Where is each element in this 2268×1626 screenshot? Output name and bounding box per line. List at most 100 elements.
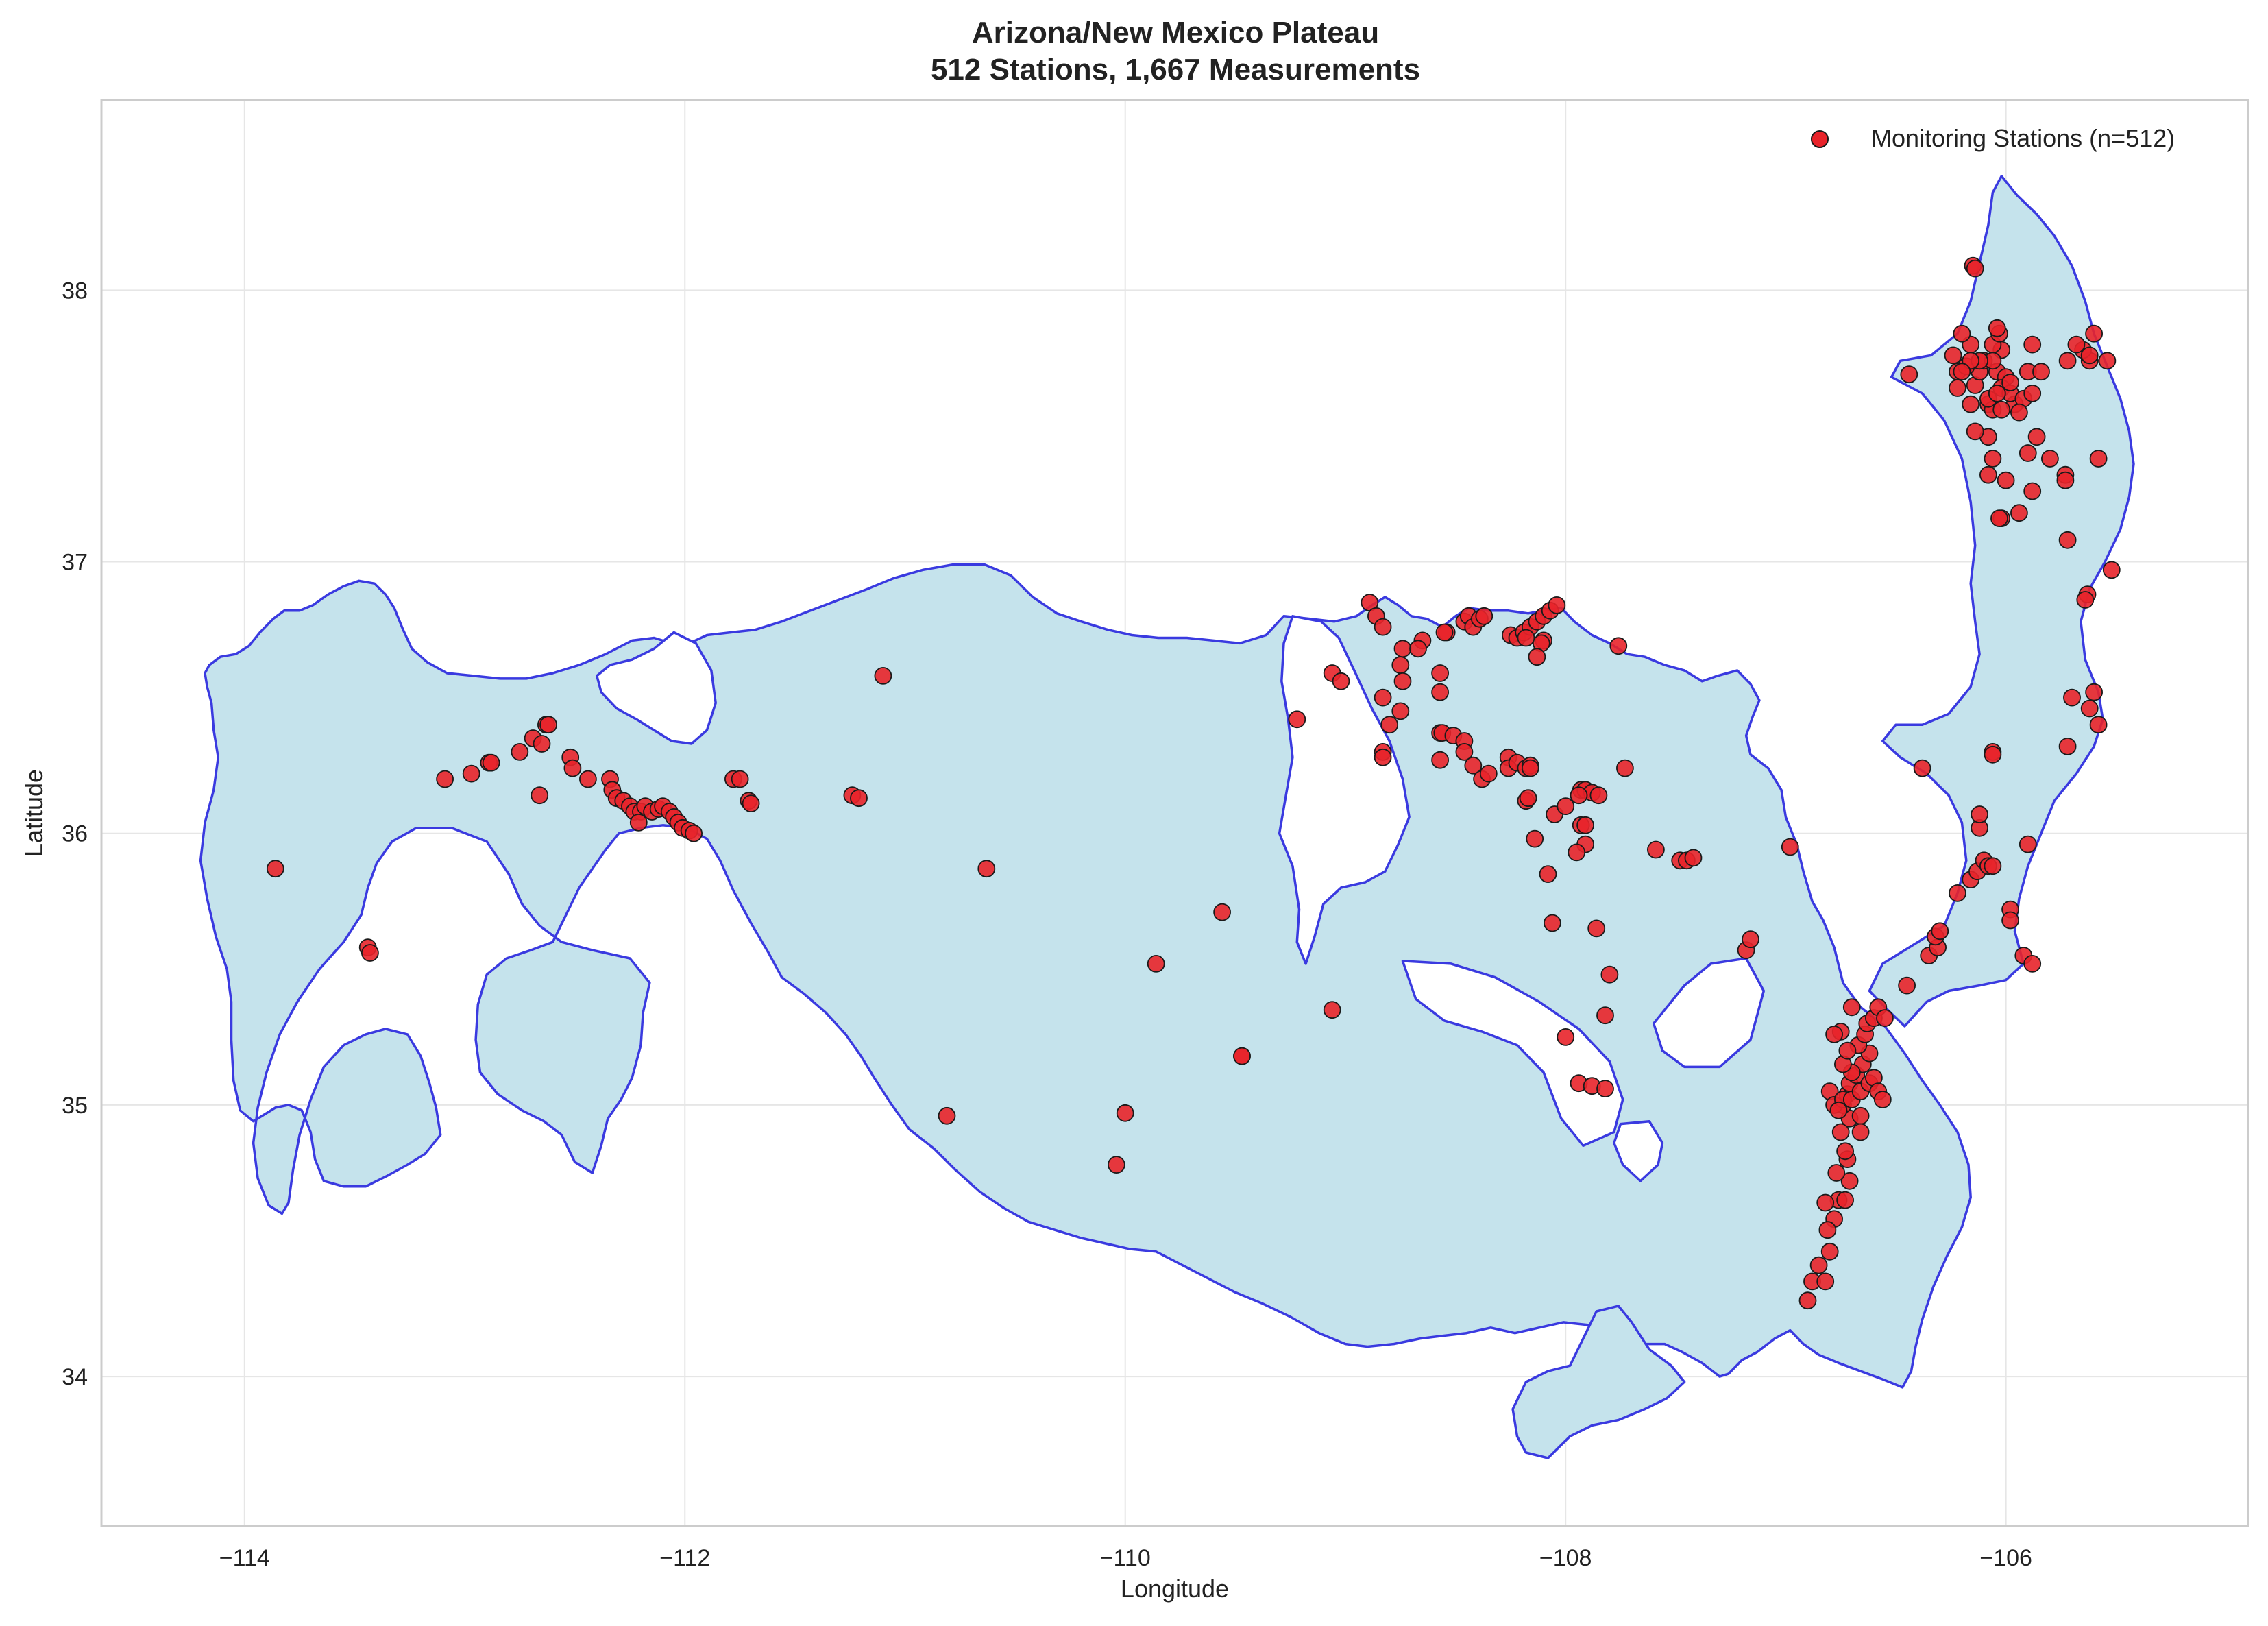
station-point-46	[1213, 903, 1231, 921]
station-point-258	[1992, 400, 2011, 419]
station-point-125	[1609, 637, 1628, 655]
station-point-4	[462, 764, 480, 783]
station-point-138	[1820, 1242, 1839, 1261]
station-point-177	[1851, 1123, 1870, 1141]
station-point-106	[1570, 786, 1588, 805]
x-axis-ticks: −114 −112 −110 −108 −106	[219, 1545, 2032, 1571]
station-point-118	[1587, 919, 1606, 938]
y-tick-label-3: 37	[62, 550, 88, 576]
station-point-203	[2080, 699, 2099, 718]
region-hole-2	[1401, 960, 1624, 1148]
station-point-202	[2063, 688, 2081, 707]
station-point-179	[1818, 1221, 1837, 1239]
station-point-166	[1829, 1101, 1848, 1119]
station-point-81	[1431, 751, 1450, 769]
station-point-57	[1380, 716, 1399, 734]
station-point-269	[2010, 403, 2028, 422]
station-point-190	[1984, 857, 2002, 875]
station-point-205	[2089, 716, 2108, 734]
station-point-268	[2001, 374, 2020, 391]
station-point-6	[482, 753, 500, 772]
station-point-33	[629, 814, 648, 832]
station-point-79	[1455, 743, 1474, 761]
station-point-40	[874, 667, 892, 685]
station-point-199	[2023, 955, 2042, 973]
station-point-173	[1851, 1106, 1870, 1125]
station-point-49	[1323, 1001, 1341, 1019]
station-point-43	[1116, 1104, 1134, 1122]
station-point-101	[1517, 629, 1535, 647]
x-tick-label-3: −108	[1539, 1545, 1592, 1571]
station-point-249	[1988, 319, 2006, 337]
station-point-217	[2010, 504, 2028, 522]
station-point-194	[1984, 745, 2002, 764]
station-point-115	[1526, 829, 1544, 848]
station-points	[266, 256, 2121, 1310]
station-point-141	[1836, 1191, 1855, 1209]
station-point-55	[1374, 618, 1392, 636]
x-tick-label-1: −112	[659, 1545, 710, 1571]
station-point-74	[1475, 607, 1493, 625]
station-point-119	[1600, 965, 1619, 984]
station-point-105	[1589, 786, 1608, 805]
station-point-206	[2102, 561, 2121, 579]
station-point-97	[1548, 596, 1566, 614]
station-point-48	[1233, 1047, 1251, 1065]
station-point-116	[1539, 865, 1557, 883]
station-point-235	[2023, 385, 2042, 402]
station-point-212	[2056, 471, 2075, 489]
station-point-160	[1842, 998, 1861, 1017]
station-point-137	[1816, 1272, 1835, 1291]
station-point-200	[2019, 835, 2037, 853]
station-point-83	[1479, 764, 1498, 783]
station-point-100	[1528, 648, 1546, 666]
station-point-159	[1876, 1009, 1894, 1027]
station-point-264	[1966, 259, 1984, 278]
station-point-192	[1971, 805, 1989, 823]
station-point-255	[1949, 379, 1966, 397]
station-point-142	[1840, 1172, 1859, 1190]
station-point-69	[1435, 623, 1454, 642]
x-tick-label-2: −110	[1100, 1545, 1151, 1571]
station-point-195	[1913, 759, 1931, 777]
station-point-224	[1966, 422, 1984, 441]
station-point-197	[2001, 911, 2020, 930]
station-point-89	[1521, 759, 1539, 777]
station-point-178	[1816, 1193, 1835, 1212]
station-point-216	[2023, 482, 2042, 500]
station-point-39	[850, 789, 868, 808]
y-tick-label-2: 36	[62, 821, 88, 847]
station-point-244	[2080, 346, 2099, 365]
station-point-121	[1557, 1028, 1575, 1046]
x-axis-label: Longitude	[1121, 1575, 1229, 1603]
station-point-237	[2032, 363, 2050, 381]
station-point-204	[2085, 683, 2104, 701]
station-point-130	[1684, 849, 1703, 867]
y-tick-label-1: 35	[62, 1093, 88, 1119]
station-point-132	[1742, 930, 1759, 949]
station-point-12	[531, 786, 549, 805]
legend-marker	[1811, 130, 1829, 148]
station-point-15	[579, 770, 597, 788]
station-point-56	[1374, 688, 1392, 707]
station-point-243	[2067, 335, 2086, 354]
station-point-50	[1288, 710, 1306, 729]
station-point-134	[1798, 1291, 1817, 1310]
plot-frame	[100, 99, 2249, 1527]
station-point-117	[1543, 914, 1561, 932]
station-point-32	[685, 824, 703, 842]
station-point-221	[1979, 465, 1997, 484]
station-point-110	[1519, 789, 1537, 808]
station-point-80	[1464, 756, 1483, 775]
station-point-146	[1831, 1123, 1850, 1141]
station-point-124	[1596, 1080, 1614, 1097]
station-point-267	[1988, 385, 2006, 402]
station-point-214	[2019, 444, 2037, 462]
x-tick-label-4: −106	[1979, 1545, 2032, 1571]
chart-title: Arizona/New Mexico Plateau	[972, 16, 1379, 49]
station-point-66	[1431, 664, 1450, 682]
chart-subtitle: 512 Stations, 1,667 Measurements	[931, 53, 1420, 86]
station-point-238	[2058, 352, 2077, 370]
station-point-145	[1827, 1164, 1846, 1182]
